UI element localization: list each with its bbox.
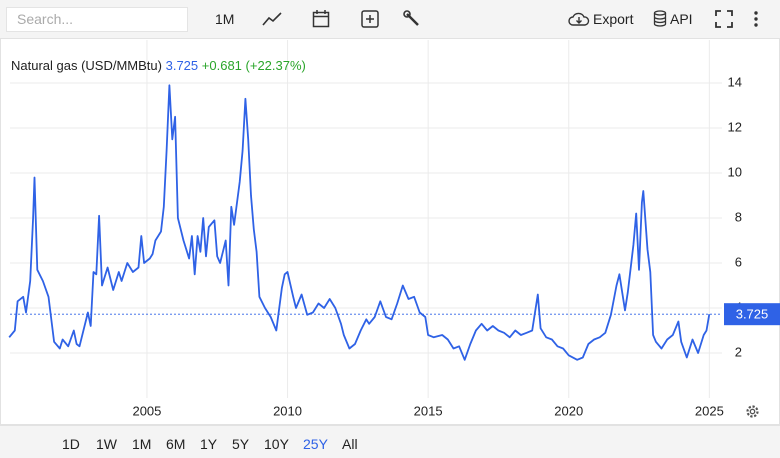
search-box[interactable]: Search...	[6, 7, 188, 32]
toolbar: Search... 1M Export API	[0, 0, 780, 39]
y-tick-label: 12	[728, 119, 742, 134]
range-button[interactable]: 10Y	[264, 436, 289, 452]
range-button[interactable]: 6M	[166, 436, 186, 452]
last-value: 3.725	[165, 58, 199, 73]
range-bar: 1D 1W 1M 6M 1Y 5Y 10Y 25Y All	[0, 425, 780, 458]
plot-frame	[0, 38, 780, 425]
last-value-label: 3.725	[736, 307, 769, 322]
compare-icon[interactable]	[361, 10, 379, 28]
line-type-icon[interactable]	[262, 10, 282, 28]
y-tick-label: 10	[728, 164, 742, 179]
y-tick-label: 2	[735, 344, 742, 359]
range-button[interactable]: 5Y	[232, 436, 250, 452]
x-tick-label: 2010	[273, 403, 302, 418]
y-tick-label: 8	[735, 209, 742, 224]
chart-header: Natural gas (USD/MMBtu) 3.725 +0.681 (+2…	[11, 58, 306, 73]
price-line	[8, 84, 711, 361]
x-tick-label: 2015	[414, 403, 443, 418]
chart-title: Natural gas (USD/MMBtu)	[11, 58, 162, 73]
x-tick-label: 2020	[554, 403, 583, 418]
fullscreen-icon[interactable]	[715, 10, 733, 28]
api-button[interactable]: API	[670, 11, 693, 27]
x-tick-label: 2025	[695, 403, 724, 418]
chart-settings-icon[interactable]	[744, 403, 761, 420]
range-button[interactable]: 1M	[132, 436, 152, 452]
menu-icon[interactable]	[753, 10, 759, 28]
api-icon[interactable]	[653, 10, 667, 27]
range-button[interactable]: 1D	[62, 436, 80, 452]
change: +0.681	[201, 58, 242, 73]
range-button[interactable]: 1Y	[200, 436, 218, 452]
calendar-icon[interactable]	[312, 9, 330, 28]
y-tick-label: 14	[728, 74, 742, 89]
y-tick-label: 6	[735, 254, 742, 269]
settings-tool-icon[interactable]	[403, 10, 421, 28]
export-button[interactable]: Export	[593, 11, 634, 27]
last-value-box	[724, 303, 780, 326]
x-tick-label: 2005	[132, 403, 161, 418]
export-icon[interactable]	[568, 11, 590, 27]
range-button[interactable]: 1W	[96, 436, 117, 452]
range-button[interactable]: 25Y	[303, 436, 328, 452]
change-percent: (+22.37%)	[245, 58, 306, 73]
range-button[interactable]: All	[342, 436, 358, 452]
interval-button[interactable]: 1M	[215, 11, 235, 27]
